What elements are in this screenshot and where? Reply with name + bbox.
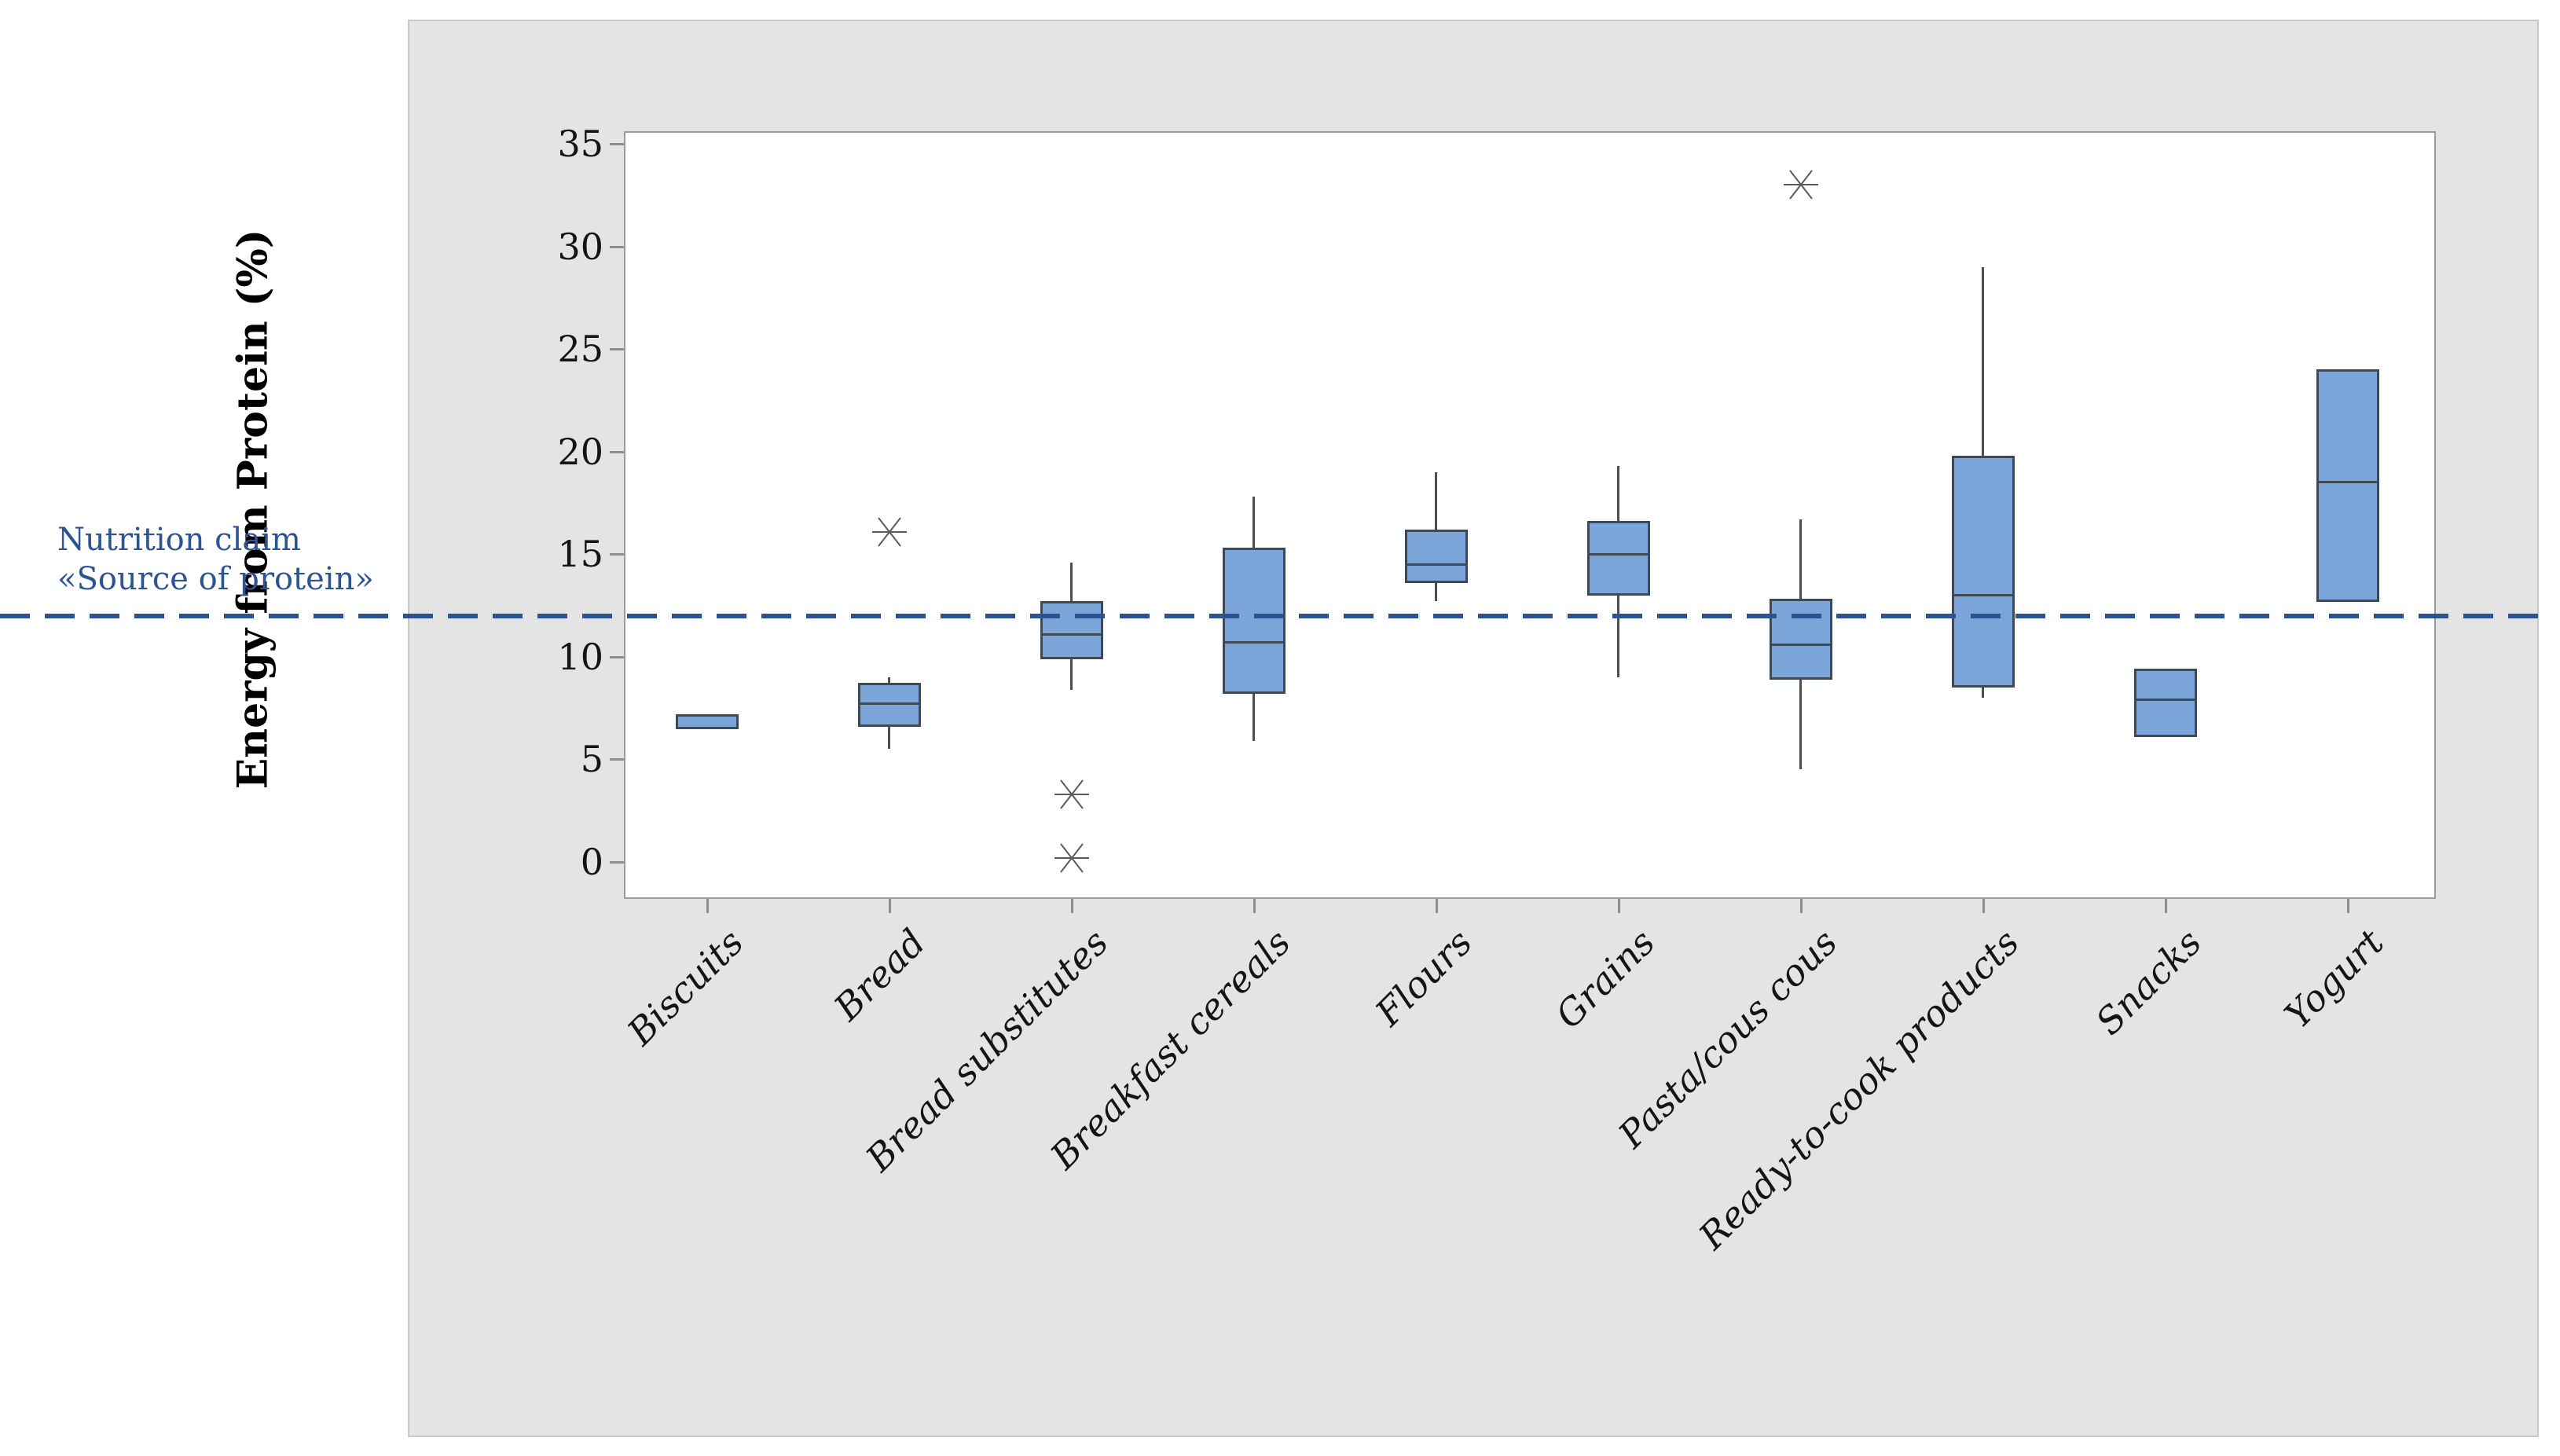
y-tick-label: 30 xyxy=(557,225,603,268)
lower-whisker xyxy=(1799,677,1802,770)
box-iqr xyxy=(676,713,739,729)
outlier-asterisk xyxy=(1783,169,1819,200)
lower-whisker xyxy=(888,724,890,750)
box-iqr xyxy=(1040,600,1103,659)
x-tick-mark xyxy=(1618,899,1620,913)
y-tick-label: 35 xyxy=(557,123,603,165)
box-iqr xyxy=(2134,669,2197,738)
y-tick-label: 15 xyxy=(557,533,603,576)
box-iqr xyxy=(1587,521,1650,596)
median-line xyxy=(1225,641,1283,644)
y-tick-mark xyxy=(610,655,624,658)
refline-annotation: Nutrition claim «Source of protein» xyxy=(57,520,374,599)
outlier-asterisk xyxy=(871,516,908,548)
box-iqr xyxy=(1770,599,1832,680)
upper-whisker xyxy=(1799,519,1802,602)
refline-annotation-line2: «Source of protein» xyxy=(57,561,374,597)
x-tick-mark xyxy=(1071,899,1073,913)
x-tick-mark xyxy=(2347,899,2349,913)
y-tick-label: 0 xyxy=(580,841,603,883)
lower-whisker xyxy=(1252,691,1255,741)
median-line xyxy=(1407,563,1465,566)
y-axis-title: Energy from Protein (%) xyxy=(229,229,277,790)
median-line xyxy=(1590,552,1648,556)
y-tick-mark xyxy=(610,758,624,761)
median-line xyxy=(860,702,919,706)
median-line xyxy=(2319,481,2377,484)
box-iqr xyxy=(2316,369,2379,602)
y-tick-label: 5 xyxy=(580,738,603,781)
y-tick-label: 20 xyxy=(557,430,603,473)
x-tick-mark xyxy=(889,899,891,913)
y-tick-mark xyxy=(610,348,624,351)
x-tick-mark xyxy=(1436,899,1438,913)
lower-whisker xyxy=(1982,685,1984,699)
y-tick-label: 25 xyxy=(557,328,603,371)
y-tick-mark xyxy=(610,861,624,864)
upper-whisker xyxy=(1435,471,1437,532)
median-line xyxy=(1772,643,1830,646)
upper-whisker xyxy=(1982,266,1984,458)
lower-whisker xyxy=(1617,592,1619,677)
outlier-asterisk xyxy=(1054,842,1090,874)
median-line xyxy=(1043,633,1101,636)
x-tick-mark xyxy=(1982,899,1985,913)
box-iqr xyxy=(1952,455,2015,688)
x-tick-mark xyxy=(706,899,709,913)
median-line xyxy=(1954,594,2012,597)
y-tick-mark xyxy=(610,450,624,453)
box-iqr xyxy=(1223,548,1286,695)
outlier-asterisk xyxy=(1054,779,1090,810)
x-tick-mark xyxy=(1800,899,1803,913)
reference-dashed-line xyxy=(0,613,2539,618)
lower-whisker xyxy=(1435,581,1437,602)
y-tick-mark xyxy=(610,143,624,145)
plot-area xyxy=(624,131,2436,899)
x-tick-mark xyxy=(1253,899,1256,913)
refline-annotation-line1: Nutrition claim xyxy=(57,522,301,558)
upper-whisker xyxy=(1070,562,1073,603)
x-tick-mark xyxy=(2165,899,2167,913)
y-tick-mark xyxy=(610,245,624,248)
y-tick-label: 10 xyxy=(557,635,603,678)
upper-whisker xyxy=(1617,465,1619,524)
median-line xyxy=(2136,699,2195,702)
upper-whisker xyxy=(888,677,890,686)
upper-whisker xyxy=(1252,497,1255,551)
y-tick-mark xyxy=(610,553,624,556)
lower-whisker xyxy=(1070,656,1073,690)
box-iqr xyxy=(1405,529,1468,584)
